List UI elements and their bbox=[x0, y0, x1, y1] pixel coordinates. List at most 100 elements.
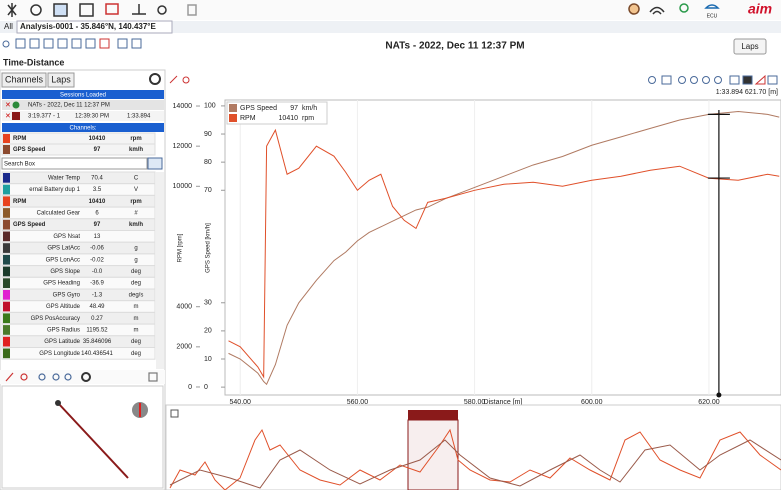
channel-unit: deg bbox=[131, 351, 141, 357]
channel-unit: m bbox=[134, 328, 139, 334]
main-toolbar bbox=[0, 0, 781, 20]
user-icon[interactable] bbox=[629, 4, 639, 14]
y-tick-label: 0 bbox=[188, 384, 192, 391]
channel-unit: m bbox=[134, 316, 139, 322]
channel-unit: deg bbox=[131, 339, 141, 345]
channel-unit: deg bbox=[131, 281, 141, 287]
y2-tick-label: 20 bbox=[204, 328, 212, 335]
session-icon bbox=[13, 102, 20, 109]
channel-value: 97 bbox=[94, 147, 101, 153]
channel-name: RPM bbox=[13, 199, 26, 205]
channel-value: -0.06 bbox=[90, 246, 104, 252]
channel-name: GPS Speed bbox=[13, 222, 46, 228]
search-label: Search Box bbox=[4, 162, 35, 168]
channels-header: Channels: bbox=[69, 126, 96, 132]
overview-checkbox[interactable] bbox=[171, 410, 178, 417]
channel-value: 35.846096 bbox=[83, 339, 112, 345]
channel-name: GPS Gyro bbox=[53, 292, 81, 298]
legend-unit: rpm bbox=[302, 115, 314, 122]
y-tick-label: 10000 bbox=[173, 183, 193, 190]
channel-color bbox=[3, 243, 10, 253]
channel-color bbox=[3, 325, 10, 335]
channel-value: 10410 bbox=[89, 199, 106, 205]
scrollbar[interactable] bbox=[156, 172, 164, 369]
channel-name: ernal Battery dup 1 bbox=[29, 187, 80, 193]
channel-unit: C bbox=[134, 175, 139, 181]
channel-name: Calculated Gear bbox=[37, 211, 80, 217]
channel-color bbox=[3, 267, 10, 277]
channel-value: -0.0 bbox=[92, 269, 103, 275]
tab-label: Analysis-0001 - 35.846°N, 140.437°E bbox=[20, 22, 156, 31]
y2-tick-label: 90 bbox=[204, 131, 212, 138]
y2-tick-label: 80 bbox=[204, 159, 212, 166]
app-window: ECU aim All Analysis-0001 - 35.846°N, 14… bbox=[0, 0, 781, 490]
icon[interactable] bbox=[743, 76, 752, 84]
channel-color bbox=[3, 313, 10, 323]
cursor-readout: 1:33.894 621.70 [m] bbox=[716, 89, 778, 96]
channel-unit: g bbox=[134, 246, 137, 252]
channel-unit: km/h bbox=[129, 147, 143, 153]
channel-name: GPS Slope bbox=[50, 269, 80, 275]
channel-value: 3.5 bbox=[93, 187, 102, 193]
session-title: NATs - 2022, Dec 11 12:37 PM bbox=[385, 41, 524, 52]
session-name: NATs - 2022, Dec 11 12:37 PM bbox=[28, 103, 110, 109]
channel-unit: V bbox=[134, 187, 138, 193]
channel-color bbox=[3, 255, 10, 265]
channel-color bbox=[3, 302, 10, 312]
y-tick-label: 2000 bbox=[176, 344, 192, 351]
view-icon[interactable] bbox=[54, 4, 67, 16]
channel-value: 140.436541 bbox=[81, 351, 113, 357]
lap-clock: 12:39:30 PM bbox=[75, 114, 109, 120]
channel-name: GPS Heading bbox=[43, 281, 80, 287]
channel-value: 70.4 bbox=[91, 175, 103, 181]
y2-axis-label: GPS Speed [km/h] bbox=[206, 223, 212, 273]
channel-color bbox=[3, 134, 10, 143]
channel-unit: deg bbox=[131, 269, 141, 275]
legend-value: 10410 bbox=[279, 115, 299, 122]
channel-value: 0.27 bbox=[91, 316, 103, 322]
lap-time: 1:33.894 bbox=[127, 114, 151, 120]
overview-selection-handle[interactable] bbox=[408, 410, 458, 420]
channel-color bbox=[3, 185, 10, 195]
channel-value: -36.9 bbox=[90, 281, 104, 287]
y-tick-label: 12000 bbox=[173, 143, 193, 150]
channel-name: GPS Nsat bbox=[53, 234, 80, 240]
car-position bbox=[55, 400, 61, 406]
y2-tick-label: 100 bbox=[204, 103, 216, 110]
sessions-header: Sessions Loaded bbox=[60, 93, 106, 99]
remove-icon[interactable]: ✕ bbox=[5, 113, 11, 120]
channel-name: GPS Speed bbox=[13, 147, 46, 153]
y-tick-label: 4000 bbox=[176, 304, 192, 311]
channel-value: 97 bbox=[94, 222, 101, 228]
channel-value: 13 bbox=[94, 234, 101, 240]
channel-value: -0.02 bbox=[90, 257, 104, 263]
laps-tab-label: Laps bbox=[51, 74, 71, 84]
tab-all[interactable]: All bbox=[4, 22, 13, 31]
logo: aim bbox=[748, 1, 772, 17]
legend-unit: km/h bbox=[302, 105, 317, 112]
channel-color bbox=[3, 220, 10, 230]
legend-name: GPS Speed bbox=[240, 105, 277, 112]
channel-color bbox=[3, 145, 10, 154]
y2-tick-label: 10 bbox=[204, 356, 212, 363]
channel-unit: m bbox=[134, 304, 139, 310]
overview-panel bbox=[166, 405, 781, 490]
channel-color bbox=[3, 232, 10, 242]
left-panel: Channels Laps Sessions Loaded ✕ NATs - 2… bbox=[0, 70, 165, 490]
channel-name: GPS PosAccuracy bbox=[31, 316, 80, 322]
channel-value: 48.49 bbox=[89, 304, 105, 310]
channel-unit: deg/s bbox=[129, 292, 144, 298]
remove-icon[interactable]: ✕ bbox=[5, 102, 11, 109]
search-button[interactable] bbox=[148, 158, 162, 169]
view-title: Time-Distance bbox=[3, 57, 64, 67]
channel-name: GPS Altitude bbox=[46, 304, 81, 310]
lap-color bbox=[12, 112, 20, 120]
channel-color bbox=[3, 290, 10, 300]
track-map bbox=[2, 386, 163, 488]
channel-name: GPS LonAcc bbox=[46, 257, 80, 263]
legend-swatch bbox=[229, 114, 237, 122]
cursor-handle[interactable] bbox=[716, 393, 721, 398]
channel-name: GPS Longitude bbox=[39, 351, 80, 357]
plot-area bbox=[225, 100, 781, 395]
channel-name: GPS LatAcc bbox=[47, 246, 80, 252]
